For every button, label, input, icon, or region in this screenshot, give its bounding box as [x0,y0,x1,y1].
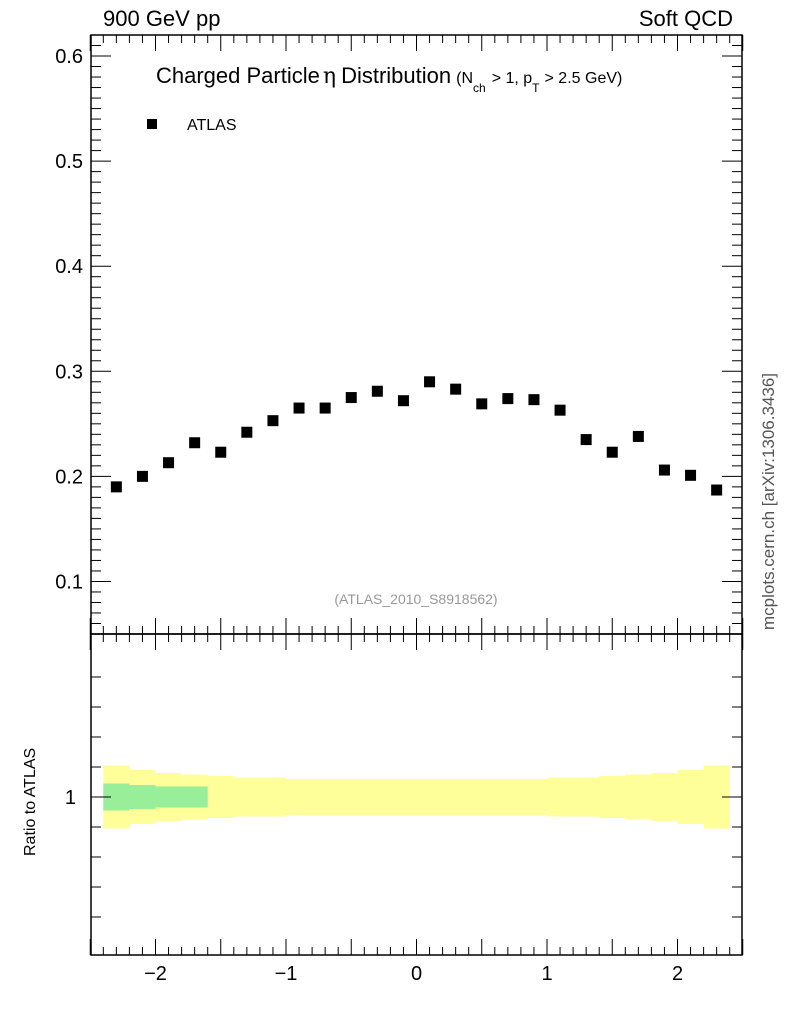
data-point [424,376,436,388]
y-tick-label: 0.6 [55,46,83,68]
x-tick-label: 2 [672,963,683,985]
data-point [371,385,383,397]
data-point [685,469,697,481]
data-point [502,393,514,405]
legend-label: ATLAS [187,117,237,134]
y-tick-label: 0.2 [55,466,83,488]
y-tick-label: 0.4 [55,256,83,278]
data-point [658,464,670,476]
data-point [110,481,122,493]
y-tick-label: 0.3 [55,361,83,383]
data-point [397,395,409,407]
legend-marker [147,119,157,129]
x-tick-label: 1 [541,963,552,985]
data-point [580,434,592,446]
data-point [136,470,148,482]
y-tick-label: 0.1 [55,571,83,593]
axis-ticks [89,34,744,955]
data-point [319,402,331,414]
header-category: Soft QCD [638,6,733,31]
ratio-bands [103,765,730,829]
data-point [345,392,357,404]
side-note: mcplots.cern.ch [arXiv:1306.3436] [759,372,778,630]
data-point [241,426,253,438]
header-energy: 900 GeV pp [103,6,221,31]
data-point [632,430,644,442]
data-point [189,437,201,449]
data-point [554,404,566,416]
x-tick-label: −2 [144,963,167,985]
data-point [267,415,279,427]
analysis-id: (ATLAS_2010_S8918562) [334,591,497,607]
data-point [163,457,175,469]
data-point [215,446,227,458]
data-point [711,484,723,496]
y-tick-label: 0.5 [55,151,83,173]
data-points [110,376,723,496]
ratio-axis-label: Ratio to ATLAS [22,747,39,856]
x-tick-label: 0 [411,963,422,985]
data-point [528,394,540,406]
data-point [293,402,305,414]
ratio-band-green [103,783,208,811]
data-point [450,383,462,395]
data-point [476,398,488,410]
data-point [606,446,618,458]
chart-title: Charged Particle η Distribution (Nch> 1, pT… [156,63,622,95]
ratio-y-tick-label: 1 [65,787,76,809]
axis-tick-labels: −2 −1 0 1 2 0.1 0.2 0.3 0.4 0.5 0.6 1 [55,46,683,985]
x-tick-label: −1 [275,963,298,985]
ratio-band-yellow [103,765,730,829]
